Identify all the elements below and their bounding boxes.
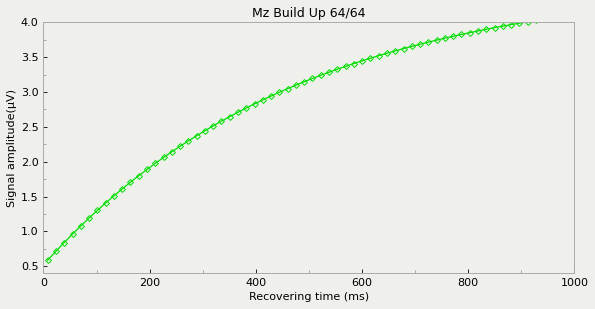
Y-axis label: Signal amplitude(μV): Signal amplitude(μV) <box>7 89 17 207</box>
X-axis label: Recovering time (ms): Recovering time (ms) <box>249 292 369 302</box>
Title: Mz Build Up 64/64: Mz Build Up 64/64 <box>252 7 366 20</box>
